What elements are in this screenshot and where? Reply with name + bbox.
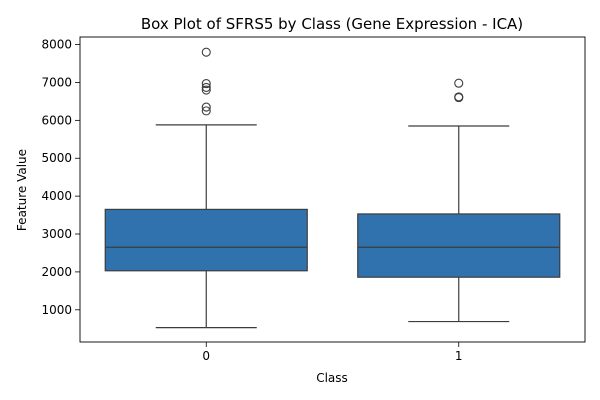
outlier-point xyxy=(201,79,211,89)
y-tick-label: 2000 xyxy=(41,265,72,279)
x-axis-label: Class xyxy=(316,371,348,385)
outlier-point xyxy=(201,106,211,116)
y-tick-label: 7000 xyxy=(41,75,72,89)
iqr-box xyxy=(104,208,308,272)
x-tick-label: 0 xyxy=(202,349,210,363)
y-tick-label: 3000 xyxy=(41,227,72,241)
axes-frame xyxy=(79,36,586,343)
y-tick-label: 6000 xyxy=(41,113,72,127)
y-tick-label: 8000 xyxy=(41,38,72,52)
outlier-point xyxy=(201,102,211,112)
y-axis-label: Feature Value xyxy=(15,149,29,231)
y-tick-label: 1000 xyxy=(41,303,72,317)
outlier-point xyxy=(454,78,464,88)
plot-area: 1000 2000 3000 4000 5000 6000 7000 8000 0 1 xyxy=(41,36,586,363)
chart-title: Box Plot of SFRS5 by Class (Gene Express… xyxy=(141,15,523,33)
y-tick-label: 4000 xyxy=(41,189,72,203)
iqr-box xyxy=(357,213,561,278)
y-tick-label: 5000 xyxy=(41,151,72,165)
outlier-point xyxy=(454,92,464,102)
x-tick-label: 1 xyxy=(455,349,463,363)
outlier-point xyxy=(201,85,211,95)
outlier-point xyxy=(201,47,211,57)
outlier-point xyxy=(201,82,211,92)
